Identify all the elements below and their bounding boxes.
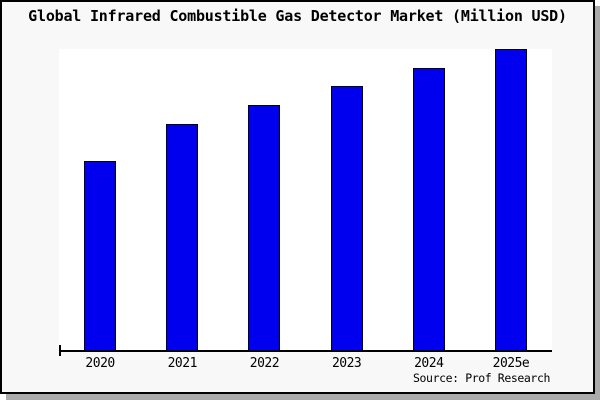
bar-slot-2024 xyxy=(388,49,470,350)
x-tick-label-2020: 2020 xyxy=(85,356,115,371)
chart-title: Global Infrared Combustible Gas Detector… xyxy=(28,7,567,25)
source-note: Source: Prof Research xyxy=(413,371,550,385)
x-axis-origin-tick xyxy=(59,345,61,356)
bar-2020 xyxy=(84,161,117,350)
chart-window: Global Infrared Combustible Gas Detector… xyxy=(0,0,595,394)
x-axis-line xyxy=(59,350,552,352)
x-tick-label-2021: 2021 xyxy=(167,356,198,371)
plot-area xyxy=(59,49,552,350)
bar-slot-2022 xyxy=(223,49,305,350)
bar-slot-2023 xyxy=(306,49,388,350)
bar-slot-2020 xyxy=(59,49,141,350)
x-tick-labels-row: 2020 2021 2022 2023 2024 2025e xyxy=(59,356,552,371)
bar-slot-2025e xyxy=(470,49,552,350)
x-tick-label-2022: 2022 xyxy=(249,356,280,371)
bar-2022 xyxy=(248,105,281,350)
bar-2025e xyxy=(494,49,527,350)
x-tick-label-2023: 2023 xyxy=(331,356,362,371)
x-tick-label-2025e: 2025e xyxy=(492,356,530,371)
bar-2024 xyxy=(412,68,445,350)
bar-slot-2021 xyxy=(141,49,223,350)
bar-2021 xyxy=(166,124,199,350)
x-tick-label-2024: 2024 xyxy=(414,356,444,371)
bars-row xyxy=(59,49,552,350)
bar-2023 xyxy=(330,86,363,350)
